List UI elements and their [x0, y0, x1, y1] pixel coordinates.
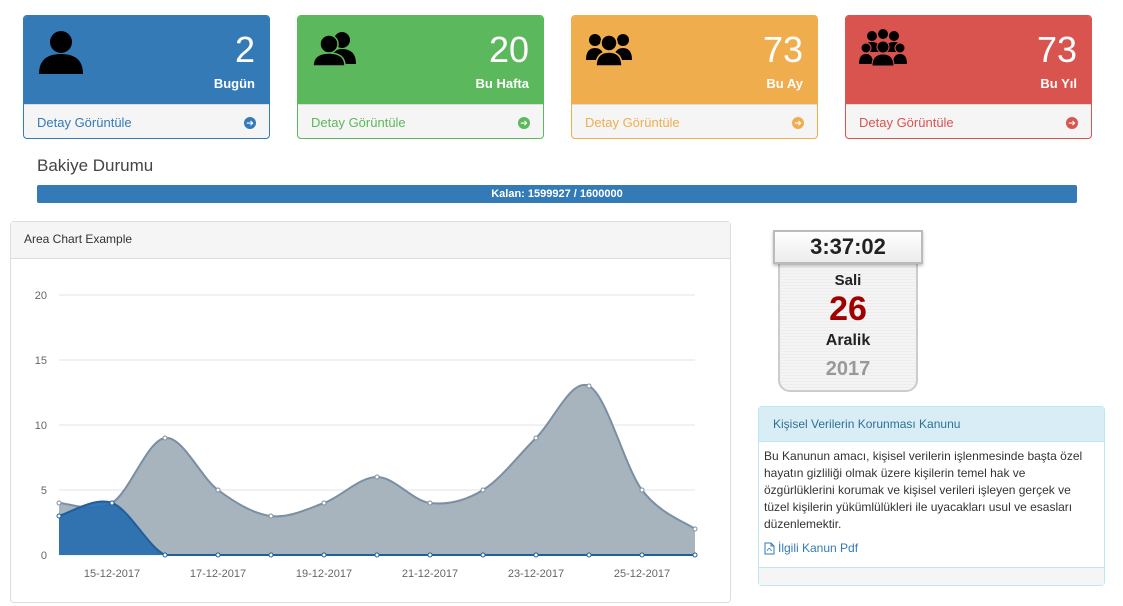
- y-tick-label: 20: [35, 290, 47, 302]
- info-panel-body: Bu Kanunun amacı, kişisel verilerin işle…: [759, 442, 1104, 567]
- pdf-file-icon: [764, 542, 775, 555]
- x-tick-label: 25-12-2017: [614, 568, 670, 580]
- data-point: [374, 552, 380, 558]
- stat-card-header: 2 Bugün: [24, 16, 269, 104]
- stat-card-today: 2 Bugün Detay Görüntüle ➔: [23, 15, 270, 139]
- info-text: Bu Kanunun amacı, kişisel verilerin işle…: [764, 449, 1083, 531]
- data-point: [639, 487, 645, 493]
- data-point: [162, 552, 168, 558]
- info-panel-title: Kişisel Verilerin Korunması Kanunu: [759, 407, 1104, 442]
- stat-value: 73: [762, 29, 803, 70]
- detail-link[interactable]: Detay Görüntüle ➔: [24, 104, 269, 138]
- balance-progress: Kalan: 1599927 / 1600000: [37, 185, 1077, 203]
- stat-card-header: 20 Bu Hafta: [298, 16, 543, 104]
- y-tick-label: 0: [41, 550, 47, 562]
- x-tick-label: 15-12-2017: [84, 568, 140, 580]
- data-point: [268, 513, 274, 519]
- data-point: [586, 383, 592, 389]
- info-panel-footer: [759, 567, 1104, 585]
- stat-label: Bu Ay: [766, 76, 803, 91]
- detail-link-label: Detay Görüntüle: [37, 115, 132, 130]
- panel-title: Area Chart Example: [11, 222, 730, 259]
- balance-title: Bakiye Durumu: [37, 156, 154, 175]
- y-tick-label: 5: [41, 485, 47, 497]
- detail-link[interactable]: Detay Görüntüle ➔: [846, 104, 1091, 138]
- stat-card-header: 73 Bu Yıl: [846, 16, 1091, 104]
- stat-card-week: 20 Bu Hafta Detay Görüntüle ➔: [297, 15, 544, 139]
- calendar-weekday: Sali: [834, 272, 862, 289]
- stat-label: Bugün: [213, 76, 255, 91]
- data-point: [427, 552, 433, 558]
- data-point: [162, 435, 168, 441]
- detail-link-label: Detay Görüntüle: [859, 115, 954, 130]
- calendar-year: 2017: [825, 358, 871, 380]
- data-point: [56, 500, 62, 506]
- detail-link[interactable]: Detay Görüntüle ➔: [298, 104, 543, 138]
- info-panel: Kişisel Verilerin Korunması Kanunu Bu Ka…: [758, 406, 1105, 586]
- x-tick-label: 23-12-2017: [508, 568, 564, 580]
- data-point: [215, 487, 221, 493]
- detail-link[interactable]: Detay Görüntüle ➔: [572, 104, 817, 138]
- stat-label: Bu Hafta: [475, 76, 529, 91]
- detail-link-label: Detay Görüntüle: [311, 115, 406, 130]
- arrow-right-icon: ➔: [792, 116, 804, 129]
- data-point: [268, 552, 274, 558]
- stat-value: 73: [1036, 29, 1077, 70]
- stat-card-header: 73 Bu Ay: [572, 16, 817, 104]
- y-tick-label: 15: [35, 355, 47, 367]
- data-point: [215, 552, 221, 558]
- group-icon: [586, 34, 632, 67]
- pdf-link[interactable]: İlgili Kanun Pdf: [764, 540, 1099, 557]
- users-icon: [312, 32, 356, 67]
- user-icon: [39, 31, 83, 74]
- calendar-day: 26: [829, 290, 867, 328]
- data-point: [321, 552, 327, 558]
- area-chart-panel: Area Chart Example 0 5 10 15 20 15-12-2017 17-…: [10, 221, 731, 603]
- arrow-right-icon: ➔: [518, 116, 530, 129]
- data-point: [692, 526, 698, 532]
- calendar-body: Sali 26 Aralik 2017: [778, 260, 918, 392]
- x-tick-label: 21-12-2017: [402, 568, 458, 580]
- stat-label: Bu Yıl: [1040, 76, 1077, 91]
- detail-link-label: Detay Görüntüle: [585, 115, 680, 130]
- arrow-right-icon: ➔: [244, 116, 256, 129]
- data-point: [533, 552, 539, 558]
- data-point: [480, 487, 486, 493]
- calendar-month: Aralik: [825, 332, 871, 349]
- data-point: [692, 552, 698, 558]
- y-tick-label: 10: [35, 420, 47, 432]
- area-chart: 0 5 10 15 20 15-12-2017 17-12-2017 19-12-2017 21…: [35, 290, 698, 580]
- data-point: [427, 500, 433, 506]
- data-point: [56, 513, 62, 519]
- x-tick-label: 17-12-2017: [190, 568, 246, 580]
- area-series-fill: [59, 384, 695, 555]
- area-series-fill: [59, 501, 695, 555]
- x-tick-label: 19-12-2017: [296, 568, 352, 580]
- stat-card-year: 73 Bu Yıl Detay Görüntüle ➔: [845, 15, 1092, 139]
- stat-value: 20: [488, 29, 529, 70]
- data-point: [586, 552, 592, 558]
- stat-card-month: 73 Bu Ay Detay Görüntüle ➔: [571, 15, 818, 139]
- clock-time: 3:37:02: [773, 230, 923, 264]
- crowd-icon: [859, 29, 907, 67]
- calendar-widget: Sali 26 Aralik 2017 3:37:02: [773, 230, 923, 392]
- pdf-link-label: İlgili Kanun Pdf: [778, 541, 859, 555]
- data-point: [321, 500, 327, 506]
- stat-value: 2: [234, 29, 255, 70]
- data-point: [109, 500, 115, 506]
- balance-progress-bar: Kalan: 1599927 / 1600000: [37, 185, 1077, 203]
- data-point: [533, 435, 539, 441]
- arrow-right-icon: ➔: [1066, 116, 1078, 129]
- data-point: [374, 474, 380, 480]
- data-point: [480, 552, 486, 558]
- data-point: [639, 552, 645, 558]
